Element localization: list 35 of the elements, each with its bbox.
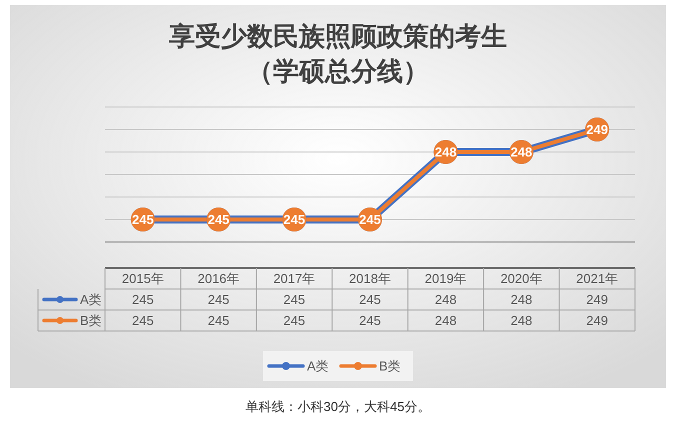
data-label: 245 bbox=[283, 313, 306, 328]
x-tick-label: 2019年 bbox=[424, 271, 467, 286]
text: 248 bbox=[434, 144, 457, 160]
x-tick-label: 2021年 bbox=[576, 271, 618, 286]
x-tick-label: 2020年 bbox=[500, 271, 542, 286]
text: A类 bbox=[307, 358, 329, 374]
data-label: 245 bbox=[283, 292, 306, 308]
data-label: 248 bbox=[510, 313, 532, 328]
data-label: 248 bbox=[510, 292, 532, 308]
text: 245 bbox=[132, 212, 154, 228]
data-label: 249 bbox=[586, 313, 608, 328]
data-label: 245 bbox=[132, 313, 154, 328]
data-label: 249 bbox=[586, 292, 608, 308]
text: 249 bbox=[586, 122, 608, 138]
x-tick-label: 2015年 bbox=[122, 271, 164, 286]
data-label: 248 bbox=[434, 313, 457, 328]
text: 248 bbox=[510, 144, 532, 160]
data-label: 245 bbox=[359, 313, 381, 328]
data-label: 245 bbox=[132, 292, 154, 308]
text: 245 bbox=[283, 212, 306, 228]
data-label: 245 bbox=[208, 292, 230, 308]
chart-subtitle: （学硕总分线） bbox=[247, 56, 429, 86]
chart-title: 享受少数民族照顾政策的考生 bbox=[168, 21, 507, 51]
legend-label: A类 bbox=[80, 292, 102, 308]
data-label: 245 bbox=[359, 292, 381, 308]
legend-label: B类 bbox=[80, 313, 102, 328]
text: 单科线：小科30分，大科45分。 bbox=[246, 399, 430, 414]
x-tick-label: 2017年 bbox=[273, 271, 316, 286]
data-label: 248 bbox=[434, 292, 457, 308]
x-tick-label: 2018年 bbox=[349, 271, 391, 286]
data-label: 245 bbox=[208, 313, 230, 328]
x-tick-label: 2016年 bbox=[198, 271, 240, 286]
text: 245 bbox=[208, 212, 230, 228]
text: B类 bbox=[379, 358, 401, 374]
text: 245 bbox=[359, 212, 381, 228]
